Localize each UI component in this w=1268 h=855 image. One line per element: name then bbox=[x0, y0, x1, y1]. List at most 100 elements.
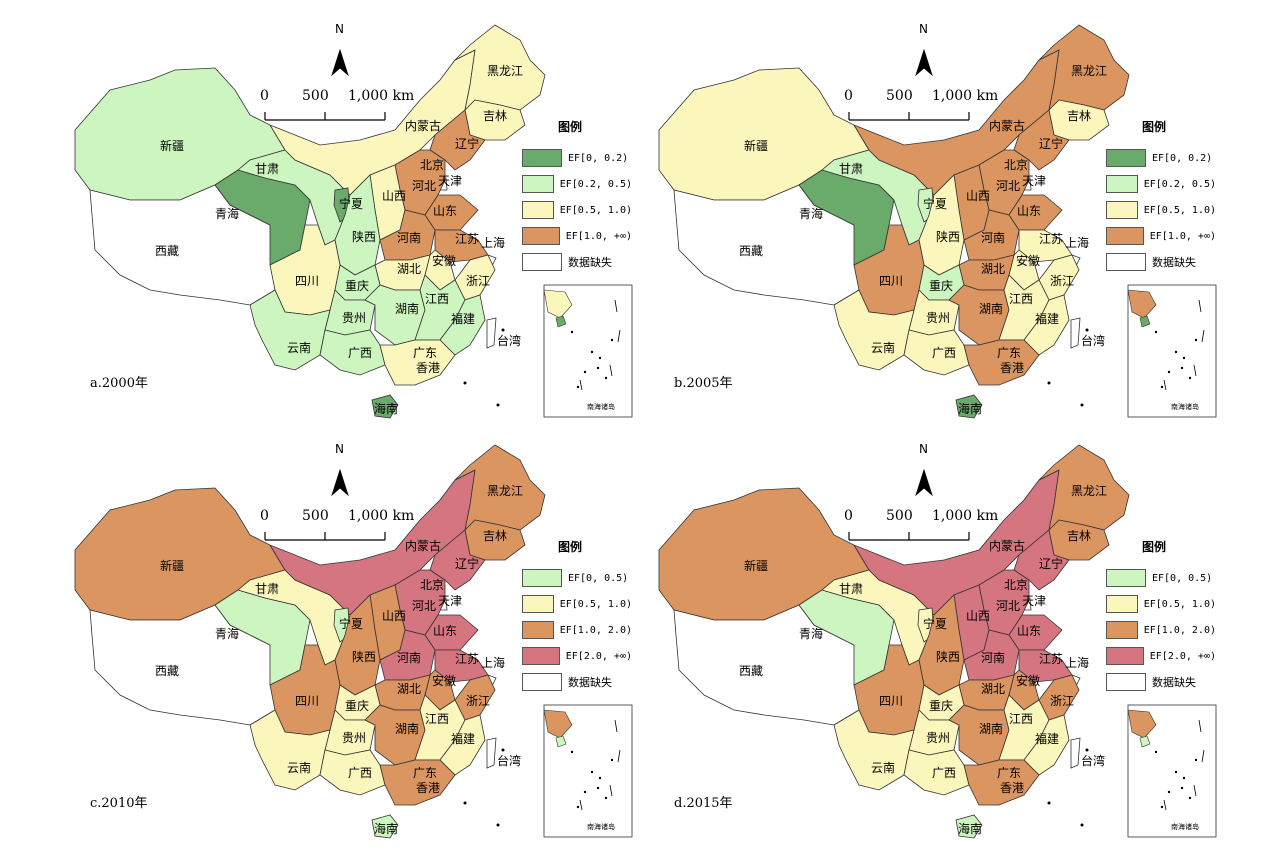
province-label-hubei: 湖北 bbox=[981, 682, 1006, 696]
province-label-guizhou: 贵州 bbox=[342, 731, 367, 745]
province-label-qinghai: 青海 bbox=[215, 627, 240, 641]
island-mark bbox=[501, 748, 505, 752]
province-label-fujian: 福建 bbox=[451, 312, 476, 326]
province-label-ningxia: 宁夏 bbox=[923, 197, 948, 211]
north-label: N bbox=[335, 22, 344, 36]
legend-swatch bbox=[1106, 227, 1144, 245]
inset-island bbox=[610, 758, 614, 762]
island-mark bbox=[1047, 801, 1051, 805]
legend-label: EF[0, 0.5) bbox=[1152, 572, 1213, 584]
inset-island bbox=[1194, 338, 1198, 342]
inset-island bbox=[1154, 330, 1158, 334]
inset-island bbox=[1182, 356, 1186, 360]
inset-coast bbox=[1127, 709, 1157, 739]
island-mark bbox=[1080, 823, 1084, 827]
legend-title: 图例 bbox=[1142, 120, 1167, 134]
inset-island bbox=[590, 770, 594, 774]
province-label-jiangxi: 江西 bbox=[1009, 292, 1034, 306]
legend-label: EF[0, 0.2) bbox=[1152, 152, 1213, 164]
inset-dash bbox=[1198, 299, 1202, 313]
island-mark bbox=[496, 403, 500, 407]
province-label-yunnan: 云南 bbox=[871, 341, 896, 355]
province-label-guizhou: 贵州 bbox=[342, 311, 367, 325]
province-label-jilin: 吉林 bbox=[1067, 529, 1092, 543]
province-label-jiangxi: 江西 bbox=[425, 292, 450, 306]
inset-title: 南海诸岛 bbox=[587, 403, 615, 411]
province-label-hainan: 海南 bbox=[958, 822, 983, 836]
legend-label: 数据缺失 bbox=[568, 676, 612, 689]
province-label-shaanxi: 陕西 bbox=[352, 230, 377, 244]
province-label-guangdong: 广东 bbox=[997, 346, 1022, 360]
province-guangdong bbox=[963, 759, 1040, 806]
scale-label-0: 0 bbox=[844, 88, 853, 104]
province-hainan bbox=[371, 394, 399, 419]
province-label-anhui: 安徽 bbox=[432, 254, 457, 268]
province-label-taiwan: 台湾 bbox=[497, 334, 522, 348]
province-label-zhejiang: 浙江 bbox=[466, 694, 491, 708]
inset-coast bbox=[543, 289, 573, 319]
province-heilongjiang bbox=[454, 24, 546, 112]
island-mark bbox=[1080, 403, 1084, 407]
province-label-zhejiang: 浙江 bbox=[1050, 694, 1075, 708]
province-label-shaanxi: 陕西 bbox=[352, 650, 377, 664]
province-label-guangxi: 广西 bbox=[348, 346, 373, 360]
province-heilongjiang bbox=[1038, 444, 1130, 532]
legend-swatch bbox=[522, 149, 562, 167]
legend-swatch bbox=[1106, 673, 1146, 691]
panel-caption: a.2000年 bbox=[90, 376, 148, 391]
legend-item: EF[1.0, +∞) bbox=[522, 223, 632, 249]
legend-title: 图例 bbox=[558, 540, 583, 554]
island-mark bbox=[463, 801, 467, 805]
province-label-guangdong: 广东 bbox=[997, 766, 1022, 780]
province-heilongjiang bbox=[454, 444, 546, 532]
panel-caption: d.2015年 bbox=[674, 796, 733, 811]
province-label-taiwan: 台湾 bbox=[497, 754, 522, 768]
province-label-sichuan: 四川 bbox=[879, 274, 904, 288]
china-map bbox=[658, 444, 1217, 839]
inset-dash bbox=[579, 799, 583, 811]
province-label-neimenggu: 内蒙古 bbox=[989, 539, 1026, 553]
inset-dash bbox=[1193, 784, 1197, 797]
province-label-anhui: 安徽 bbox=[1016, 254, 1041, 268]
province-taiwan bbox=[1070, 317, 1081, 349]
legend-item: EF[0.5, 1.0) bbox=[522, 197, 632, 223]
scale-label-0: 0 bbox=[260, 88, 269, 104]
legend-label: 数据缺失 bbox=[1152, 256, 1196, 269]
province-label-tianjin: 天津 bbox=[438, 174, 463, 188]
province-label-liaoning: 辽宁 bbox=[455, 557, 480, 571]
province-label-guangdong: 广东 bbox=[413, 766, 438, 780]
legend-item: EF[0.5, 1.0) bbox=[1106, 591, 1216, 617]
inset-island bbox=[1160, 385, 1164, 389]
province-taiwan bbox=[486, 737, 497, 769]
legend-item: EF[1.0, +∞) bbox=[1106, 223, 1216, 249]
province-label-tianjin: 天津 bbox=[438, 594, 463, 608]
panel-caption: b.2005年 bbox=[674, 376, 733, 391]
legend-label: EF[1.0, 2.0) bbox=[559, 624, 632, 636]
inset-hainan bbox=[555, 735, 567, 748]
north-arrow-icon bbox=[331, 468, 349, 497]
legend-swatch bbox=[522, 175, 554, 193]
province-label-gansu: 甘肃 bbox=[255, 162, 280, 176]
province-label-neimenggu: 内蒙古 bbox=[989, 119, 1026, 133]
legend-item: EF[0, 0.5) bbox=[1106, 565, 1216, 591]
island-mark bbox=[1085, 328, 1089, 332]
province-label-shaanxi: 陕西 bbox=[936, 650, 961, 664]
north-arrow-icon bbox=[331, 48, 349, 77]
island-mark bbox=[496, 823, 500, 827]
province-label-hebei: 河北 bbox=[996, 599, 1021, 613]
province-label-fujian: 福建 bbox=[451, 732, 476, 746]
province-label-zhejiang: 浙江 bbox=[1050, 274, 1075, 288]
inset-coast bbox=[1127, 289, 1157, 319]
panel-caption: c.2010年 bbox=[90, 796, 148, 811]
province-label-shanxi: 山西 bbox=[966, 189, 991, 203]
province-label-hubei: 湖北 bbox=[397, 682, 422, 696]
province-label-shandong: 山东 bbox=[1017, 624, 1042, 638]
island-mark bbox=[1047, 381, 1051, 385]
inset-title: 南海诸岛 bbox=[587, 823, 615, 831]
inset-island bbox=[583, 370, 587, 374]
north-label: N bbox=[919, 22, 928, 36]
province-label-tianjin: 天津 bbox=[1022, 174, 1047, 188]
china-map bbox=[74, 24, 633, 419]
north-label: N bbox=[335, 442, 344, 456]
inset-dash bbox=[614, 299, 618, 313]
